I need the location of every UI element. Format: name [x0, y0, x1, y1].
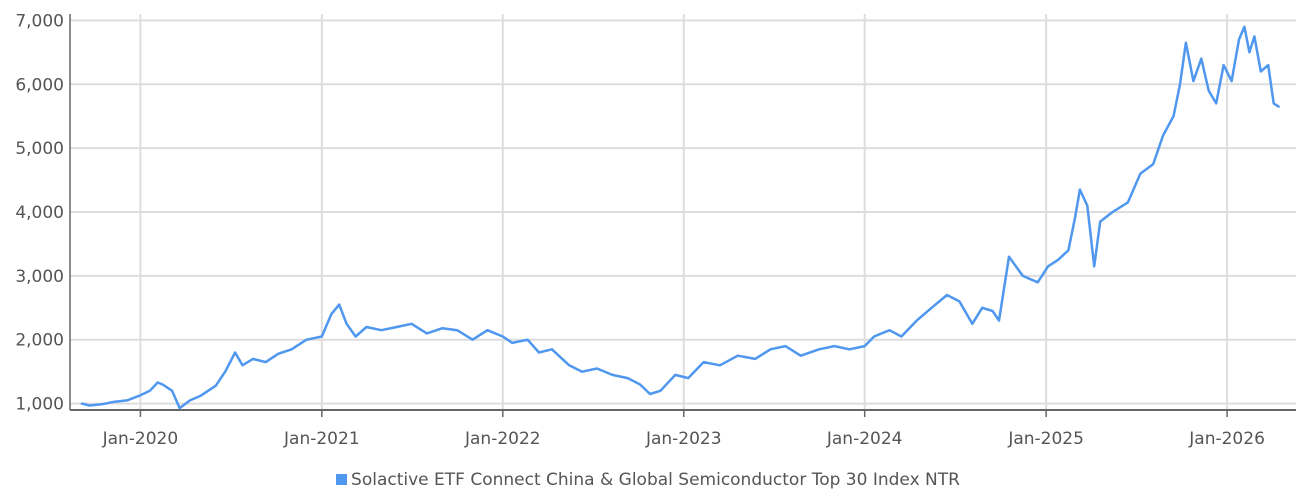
x-tick-label: Jan-2024: [826, 429, 903, 449]
vertical-gridlines: [139, 14, 1229, 410]
x-tick-label: Jan-2025: [1007, 429, 1084, 449]
legend: Solactive ETF Connect China & Global Sem…: [0, 470, 1296, 490]
y-tick-label: 7,000: [15, 11, 64, 31]
y-tick-label: 3,000: [15, 267, 64, 287]
legend-swatch: [336, 474, 348, 485]
x-tick-label: Jan-2022: [464, 429, 541, 449]
y-axis-tick-labels: 1,000 2,000 3,000 4,000 5,000 6,000 7,000: [15, 11, 64, 414]
y-tick-label: 6,000: [15, 75, 64, 95]
series-line: [80, 25, 1280, 410]
y-tick-label: 4,000: [15, 203, 64, 223]
x-tick-label: Jan-2026: [1188, 429, 1265, 449]
x-tick-label: Jan-2020: [102, 429, 179, 449]
axes: [69, 14, 1296, 417]
y-tick-label: 5,000: [15, 139, 64, 159]
x-tick-label: Jan-2021: [283, 429, 360, 449]
x-tick-label: Jan-2023: [645, 429, 722, 449]
y-tick-label: 2,000: [15, 331, 64, 351]
y-tick-label: 1,000: [15, 395, 64, 415]
series-layer: [80, 25, 1280, 410]
legend-label: Solactive ETF Connect China & Global Sem…: [351, 470, 960, 490]
x-axis-tick-labels: Jan-2020 Jan-2021 Jan-2022 Jan-2023 Jan-2024…: [102, 429, 1265, 449]
